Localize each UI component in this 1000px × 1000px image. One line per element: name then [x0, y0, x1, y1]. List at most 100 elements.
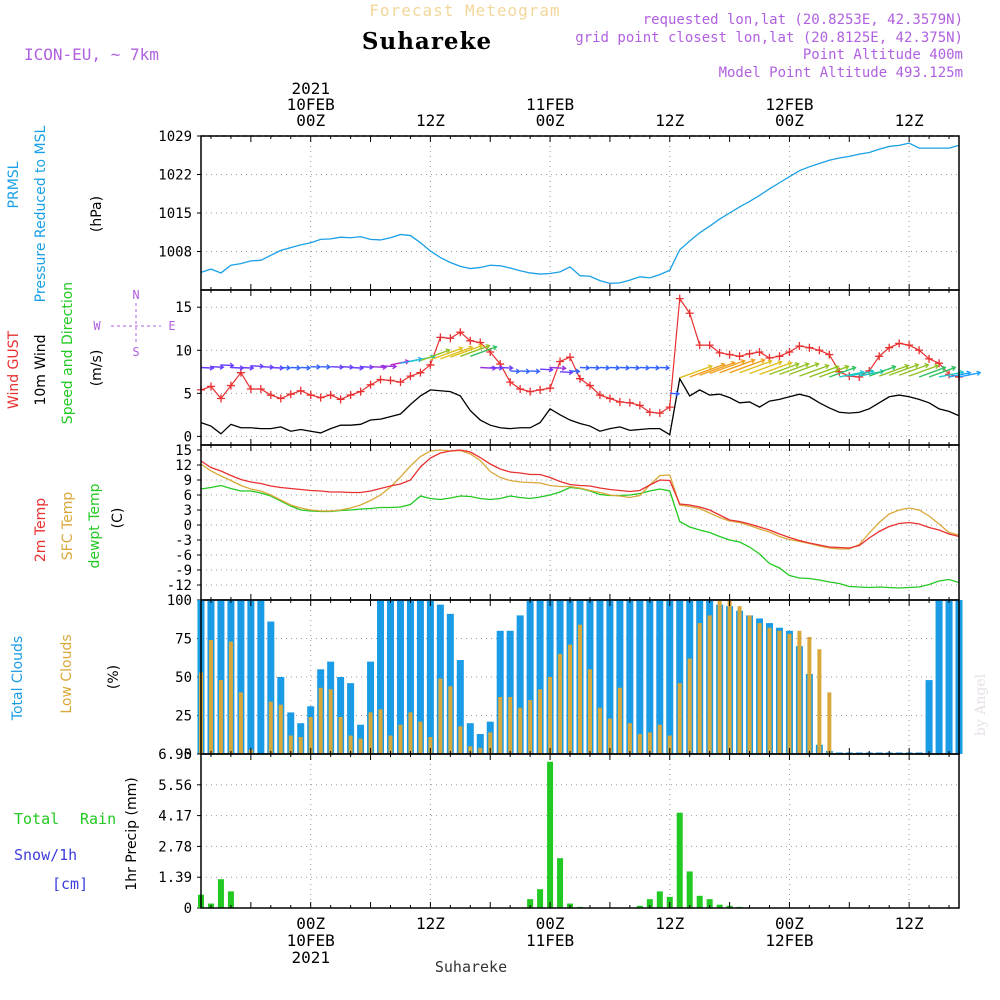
- wind-arrow-head: [794, 362, 800, 368]
- total-cloud-bar: [257, 600, 265, 754]
- total-cloud-bar: [915, 752, 923, 754]
- gust-point: [925, 354, 934, 363]
- low-cloud-bar: [268, 701, 273, 754]
- gust-point: [915, 346, 924, 355]
- wind-arrow: [450, 344, 483, 358]
- header-model-altitude: Model Point Altitude 493.125m: [719, 65, 963, 81]
- gust-point: [356, 387, 365, 396]
- low-cloud-bar: [657, 724, 662, 754]
- unit-precip: 1hr Precip (mm): [124, 777, 140, 890]
- low-cloud-bar: [538, 689, 543, 754]
- wind-arrow-head: [851, 365, 857, 372]
- gust-point: [436, 333, 445, 342]
- low-cloud-bar: [468, 746, 473, 754]
- wind-arrow: [958, 371, 981, 378]
- wind-arrow-head: [635, 365, 641, 371]
- bottom-time-label: 12FEB: [765, 931, 813, 950]
- wind-arrow-head: [625, 365, 631, 371]
- bottom-time-label: 11FEB: [526, 931, 574, 950]
- header-point-altitude: Point Altitude 400m: [803, 47, 963, 63]
- wind-arrow: [430, 347, 463, 361]
- wind-arrow-head: [804, 362, 810, 368]
- wind-arrow: [759, 362, 792, 376]
- gust-point: [785, 348, 794, 356]
- rain-bar: [636, 905, 643, 908]
- rain-bar: [716, 904, 723, 908]
- total-cloud-bar: [496, 630, 504, 754]
- wind-arrow-head: [286, 365, 292, 371]
- y-tick-label: 9: [184, 473, 192, 489]
- low-cloud-bar: [228, 641, 233, 754]
- top-time-label: 2021: [291, 79, 330, 98]
- wind-arrow: [739, 360, 772, 374]
- gust-line: [200, 296, 960, 414]
- wind-arrow-head: [675, 390, 681, 397]
- total-cloud-bar: [237, 600, 245, 754]
- compass-east: E: [168, 319, 175, 333]
- y-tick-label: -3: [175, 533, 192, 549]
- gust-point: [775, 352, 784, 361]
- rain-bar: [676, 812, 683, 908]
- low-cloud-bar: [298, 737, 303, 754]
- low-cloud-bar: [328, 689, 333, 754]
- wind-arrow: [240, 366, 254, 369]
- label-rain: Rain: [80, 810, 116, 828]
- y-tick-label: 0: [184, 518, 192, 534]
- wind-arrow-head: [458, 346, 464, 352]
- wind-arrow-head: [760, 358, 766, 364]
- low-cloud-bar: [737, 606, 742, 754]
- wind-arrow-head: [508, 365, 514, 371]
- wind-arrow-head: [814, 362, 820, 368]
- rain-bar: [557, 858, 564, 908]
- rain-bar: [656, 891, 663, 908]
- header-requested: requested lon,lat (20.8253E, 42.3579N): [643, 12, 963, 28]
- header-subtitle: Forecast Meteogram: [369, 1, 560, 20]
- low-cloud-bar: [338, 717, 343, 754]
- wind-arrow-head: [535, 368, 541, 375]
- wind-arrow: [500, 366, 513, 369]
- wind-arrow: [789, 363, 819, 376]
- gust-point: [935, 359, 944, 368]
- low-cloud-bar: [528, 700, 533, 754]
- y-tick-label: 10: [175, 343, 192, 359]
- total-cloud-bar: [636, 600, 644, 754]
- bottom-time-label: 12Z: [655, 914, 684, 933]
- wind-direction-compass: N S W E: [93, 288, 175, 359]
- pressure-line: [200, 142, 960, 285]
- total-cloud-bar: [606, 600, 614, 754]
- unit-clouds: (%): [106, 665, 122, 689]
- panel-clouds: 0 25 50 75 100: [167, 593, 963, 763]
- bottom-time-label: 00Z: [536, 914, 565, 933]
- low-cloud-bar: [757, 623, 762, 754]
- wind-arrow-head: [834, 364, 840, 370]
- gust-point: [376, 375, 385, 384]
- wind-arrow-head: [787, 361, 793, 367]
- top-time-label: 00Z: [775, 111, 804, 130]
- wind-arrow: [440, 346, 473, 360]
- gust-point: [685, 309, 694, 318]
- wind-arrow-head: [525, 368, 531, 375]
- low-cloud-bar: [368, 712, 373, 754]
- low-cloud-bar: [777, 630, 782, 754]
- low-cloud-bar: [488, 732, 493, 754]
- low-cloud-bar: [787, 633, 792, 754]
- low-cloud-bar: [587, 669, 592, 754]
- header-model: ICON-EU, ~ 7km: [24, 45, 159, 64]
- label-pressure-msl: Pressure Reduced to MSL: [33, 125, 49, 302]
- wind-arrow: [878, 364, 909, 377]
- y-tick-label: 1.39: [158, 870, 192, 886]
- y-tick-label: 1022: [158, 168, 192, 184]
- wind-arrow-head: [655, 365, 661, 371]
- wind-arrow-head: [605, 365, 611, 371]
- wind-arrow: [370, 365, 387, 369]
- low-cloud-bar: [727, 600, 732, 754]
- total-cloud-bar: [337, 677, 345, 754]
- low-cloud-bar: [238, 692, 243, 754]
- y-tick-label: 75: [175, 632, 192, 648]
- y-tick-label: 6: [184, 488, 192, 504]
- gust-point: [625, 398, 634, 407]
- low-cloud-bar: [667, 735, 672, 754]
- low-cloud-bar: [597, 707, 602, 754]
- wind-arrow-head: [976, 370, 982, 376]
